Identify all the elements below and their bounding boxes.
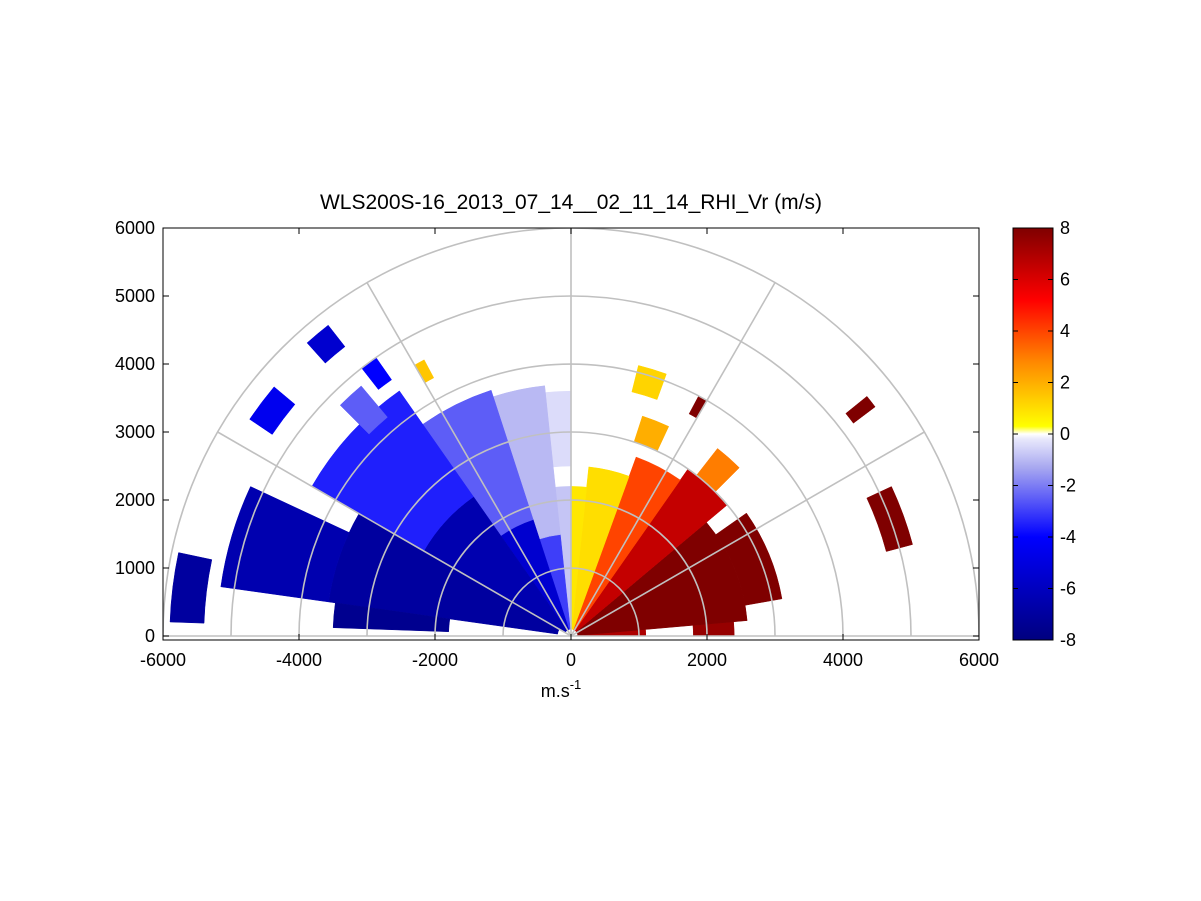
colorbar-tick-label-3: -2 bbox=[1060, 476, 1076, 496]
velocity-cell-26 bbox=[249, 386, 296, 435]
x-tick-label-5: 4000 bbox=[823, 650, 863, 670]
colorbar-tick-label-4: 0 bbox=[1060, 424, 1070, 444]
y-tick-label-1: 1000 bbox=[115, 558, 155, 578]
velocity-cell-12 bbox=[845, 396, 876, 424]
colorbar-tick-label-5: 2 bbox=[1060, 373, 1070, 393]
y-tick-label-3: 3000 bbox=[115, 422, 155, 442]
x-axis-label-superscript: -1 bbox=[570, 677, 582, 692]
colorbar: -8 -6 -4 -2 0 2 4 6 8 bbox=[1012, 218, 1076, 650]
colorbar-tick-label-0: -8 bbox=[1060, 630, 1076, 650]
velocity-cell-27 bbox=[306, 324, 346, 364]
x-tick-label-0: -6000 bbox=[140, 650, 186, 670]
y-tick-label-2: 2000 bbox=[115, 490, 155, 510]
x-tick-label-3: 0 bbox=[566, 650, 576, 670]
colorbar-tick-label-8: 8 bbox=[1060, 218, 1070, 238]
velocity-cell-25 bbox=[169, 552, 213, 624]
colorbar-ticks: -8 -6 -4 -2 0 2 4 6 8 bbox=[1013, 218, 1076, 650]
x-axis-label: m.s-1 bbox=[541, 677, 582, 701]
polar-spoke-2 bbox=[570, 282, 776, 637]
y-tick-label-0: 0 bbox=[145, 626, 155, 646]
x-axis: -6000 -4000 -2000 0 2000 4000 6000 bbox=[140, 228, 999, 670]
y-tick-label-5: 5000 bbox=[115, 286, 155, 306]
colorbar-tick-label-6: 4 bbox=[1060, 321, 1070, 341]
polar-spoke-1 bbox=[570, 431, 925, 637]
velocity-cell-10 bbox=[631, 365, 667, 400]
colorbar-tick-label-2: -4 bbox=[1060, 527, 1076, 547]
velocity-cell-21 bbox=[311, 390, 474, 552]
y-tick-label-6: 6000 bbox=[115, 218, 155, 238]
x-tick-label-1: -4000 bbox=[276, 650, 322, 670]
polar-spoke-4 bbox=[366, 282, 572, 637]
velocity-cell-3 bbox=[715, 512, 783, 606]
chart-title: WLS200S-16_2013_07_14__02_11_14_RHI_Vr (… bbox=[320, 191, 822, 214]
colorbar-gradient bbox=[1012, 227, 1054, 641]
polar-spoke-5 bbox=[217, 431, 572, 637]
velocity-cell-29 bbox=[339, 385, 388, 435]
x-tick-label-4: 2000 bbox=[687, 650, 727, 670]
colorbar-tick-label-7: 6 bbox=[1060, 270, 1070, 290]
y-tick-label-4: 4000 bbox=[115, 354, 155, 374]
x-tick-label-2: -2000 bbox=[412, 650, 458, 670]
x-tick-label-6: 6000 bbox=[959, 650, 999, 670]
y-axis: 0 1000 2000 3000 4000 5000 6000 bbox=[115, 218, 979, 646]
colorbar-tick-label-1: -6 bbox=[1060, 579, 1076, 599]
velocity-cell-24 bbox=[332, 602, 451, 632]
